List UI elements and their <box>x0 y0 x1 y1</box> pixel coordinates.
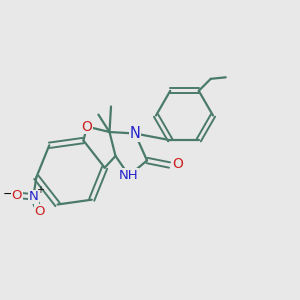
Text: N: N <box>130 126 140 141</box>
Text: O: O <box>82 120 92 134</box>
Text: O: O <box>12 189 22 202</box>
Text: −: − <box>3 188 13 201</box>
Text: O: O <box>35 205 45 218</box>
Text: N: N <box>28 190 38 203</box>
Text: +: + <box>36 185 44 195</box>
Text: O: O <box>172 158 183 171</box>
Text: NH: NH <box>119 169 139 182</box>
